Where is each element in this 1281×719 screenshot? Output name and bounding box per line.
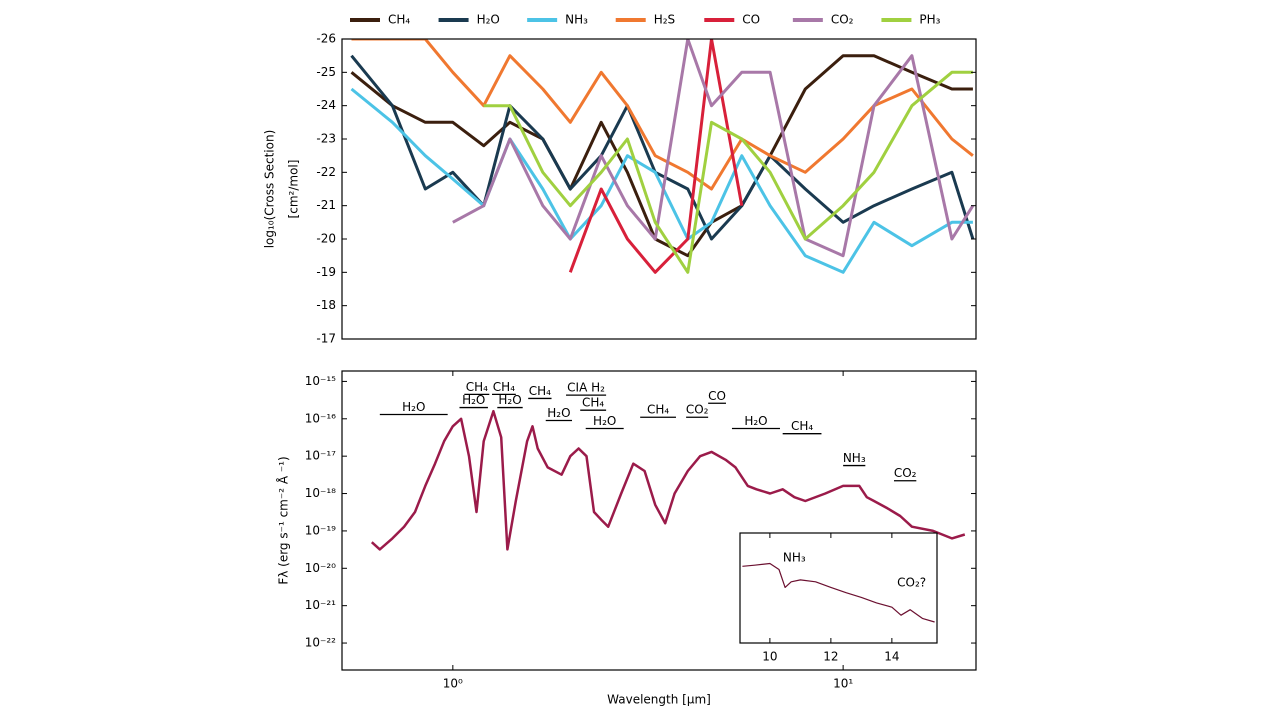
y-tick-label: -22 [316,165,336,179]
plot-area [350,39,975,274]
plot-frame [739,532,938,644]
legend-label: H₂S [654,13,675,27]
y-tick-label: -18 [316,298,336,312]
annotation-label: CH₄ [493,380,515,394]
plot-frame [341,38,977,340]
x-axis-label: Wavelength [μm] [607,693,711,707]
y-tick-label: 10⁻¹⁶ [305,411,336,425]
y-tick-label: 10⁻¹⁹ [305,523,336,537]
inset-background [740,533,937,643]
legend-label: CO₂ [831,13,854,27]
series-line [742,562,935,623]
annotation-label: CO₂ [894,466,917,480]
plot-area [370,409,966,551]
plot-area [742,562,935,623]
y-tick-label: -23 [316,132,336,146]
annotation-label: H₂O [593,414,616,428]
y-axis-label: log₁₀(Cross Section) [263,130,277,249]
annotation-label: H₂O [462,393,485,407]
y-tick-label: -19 [316,265,336,279]
y-tick-label: 10⁻²¹ [305,598,336,612]
x-tick-label: 10¹ [833,677,853,691]
y-tick-label: -24 [316,98,336,112]
plot-frame [341,370,977,671]
y-axis-label: [cm²/mol] [287,160,301,219]
legend-label: PH₃ [919,13,940,27]
annotation-label: H₂O [547,406,570,420]
annotation-label: H₂O [498,393,521,407]
series-line [568,39,744,274]
y-axis-label: Fλ (erg s⁻¹ cm⁻² Å ⁻¹) [276,456,291,584]
y-tick-label: 10⁻²² [305,636,336,650]
annotation-label: CH₄ [529,384,551,398]
annotation-label: H₂O [744,414,767,428]
annotation-label: CO₂? [897,575,926,589]
series-line [452,39,975,258]
y-tick-label: -20 [316,232,336,246]
annotation-label: CH₄ [791,419,813,433]
annotation-label: NH₃ [783,550,806,564]
x-tick-label: 10⁰ [443,677,463,691]
series-line [483,70,973,274]
x-tick-label: 14 [884,650,899,664]
legend-label: H₂O [477,13,500,27]
y-tick-label: 10⁻¹⁷ [305,449,336,463]
annotation-label: CIA H₂ [567,381,605,395]
y-tick-label: -17 [316,332,336,346]
annotation-label: NH₃ [843,451,866,465]
annotation-label: CO [708,389,726,403]
y-tick-label: -25 [316,65,336,79]
series-line [351,39,974,191]
legend-label: CH₄ [388,13,410,27]
legend-label: CO [742,13,760,27]
y-tick-label: -21 [316,198,336,212]
y-tick-label: 10⁻²⁰ [305,561,336,575]
annotation-label: H₂O [402,400,425,414]
annotation-label: CO₂ [686,403,709,417]
y-tick-label: 10⁻¹⁵ [305,374,336,388]
annotation-label: CH₄ [466,380,488,394]
annotation-label: CH₄ [582,396,604,410]
series-line [350,87,973,274]
x-tick-label: 12 [823,650,838,664]
series-line [370,409,966,551]
y-tick-label: -26 [316,32,336,46]
legend-label: NH₃ [565,13,588,27]
y-tick-label: 10⁻¹⁸ [305,486,336,500]
annotation-label: CH₄ [647,403,669,417]
x-tick-label: 10 [762,650,777,664]
